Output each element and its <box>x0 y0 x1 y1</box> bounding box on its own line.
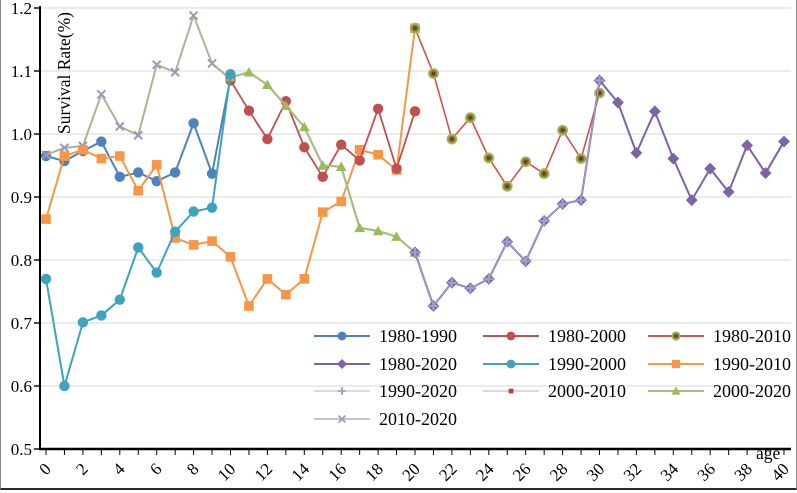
x-tick-label: 32 <box>620 459 645 484</box>
series-2010-2020 <box>41 10 236 160</box>
axes <box>34 6 791 455</box>
legend-item-1990-2010: 1990-2010 <box>648 354 791 374</box>
legend-label: 1980-2020 <box>379 354 457 374</box>
legend-label: 2000-2010 <box>548 381 626 401</box>
series-1990-2020 <box>410 75 604 311</box>
x-tick-label: 40 <box>767 459 792 484</box>
series-1980-2020 <box>409 74 790 312</box>
legend: 1980-1990 1980-2000 1980-2010 1980-2020 1990… <box>314 326 791 429</box>
series-layer <box>40 10 790 392</box>
y-tick-label: 1.1 <box>11 62 32 81</box>
legend-label: 2010-2020 <box>379 409 457 429</box>
legend-label: 2000-2020 <box>713 381 791 401</box>
legend-label: 1990-2000 <box>548 354 626 374</box>
x-tick-label: 10 <box>214 459 239 484</box>
x-tick-label: 18 <box>361 459 386 484</box>
x-tick-label: 20 <box>398 459 423 484</box>
legend-item-2000-2020: 2000-2020 <box>648 381 791 401</box>
legend-item-1990-2020: 1990-2020 <box>314 381 457 401</box>
legend-label: 1980-2000 <box>548 326 626 346</box>
x-tick-label: 12 <box>251 459 276 484</box>
x-tick-label: 4 <box>109 459 129 479</box>
y-axis-title: Survival Rate(%) <box>54 12 74 134</box>
x-tick-label: 16 <box>325 459 350 484</box>
legend-item-1980-1990: 1980-1990 <box>314 326 457 346</box>
series-1990-2000 <box>40 68 236 392</box>
x-tick-label: 2 <box>72 459 91 478</box>
y-tick-label: 1.2 <box>11 0 32 18</box>
legend-label: 1990-2020 <box>379 381 457 401</box>
legend-item-2000-2010: 2000-2010 <box>483 381 626 401</box>
series-1980-2010 <box>409 22 605 192</box>
x-tick-label: 28 <box>546 459 571 484</box>
y-tick-label: 1.0 <box>11 125 32 144</box>
series-2000-2020 <box>225 67 421 257</box>
legend-item-1980-2020: 1980-2020 <box>314 354 457 374</box>
x-tick-label: 6 <box>146 459 165 478</box>
x-axis-title: age <box>756 443 781 463</box>
y-tick-label: 0.6 <box>11 377 32 396</box>
legend-label: 1980-2010 <box>713 326 791 346</box>
y-tick-label: 0.5 <box>11 440 32 459</box>
x-tick-label: 0 <box>35 459 54 478</box>
y-tick-label: 0.9 <box>11 188 32 207</box>
x-tick-label: 22 <box>435 459 460 484</box>
x-tick-label: 8 <box>183 459 202 478</box>
x-tick-label: 14 <box>288 459 314 485</box>
legend-item-1980-2010: 1980-2010 <box>648 326 791 346</box>
legend-label: 1980-1990 <box>379 326 457 346</box>
legend-item-2010-2020: 2010-2020 <box>314 409 457 429</box>
legend-label: 1990-2010 <box>713 354 791 374</box>
series-line <box>414 80 600 307</box>
series-line <box>46 150 231 257</box>
x-tick-label: 36 <box>694 459 719 484</box>
y-tick-label: 0.7 <box>11 314 33 333</box>
y-tick-label: 0.8 <box>11 251 32 270</box>
x-tick-label: 26 <box>509 459 534 484</box>
x-tick-label: 30 <box>583 459 608 484</box>
series-1990-2010 <box>41 23 420 311</box>
legend-item-1990-2000: 1990-2000 <box>483 354 626 374</box>
x-tick-label: 38 <box>730 459 755 484</box>
series-line <box>414 27 601 188</box>
legend-item-1980-2000: 1980-2000 <box>483 326 626 346</box>
x-tick-label: 24 <box>472 459 498 485</box>
x-tick-label: 34 <box>657 459 683 485</box>
